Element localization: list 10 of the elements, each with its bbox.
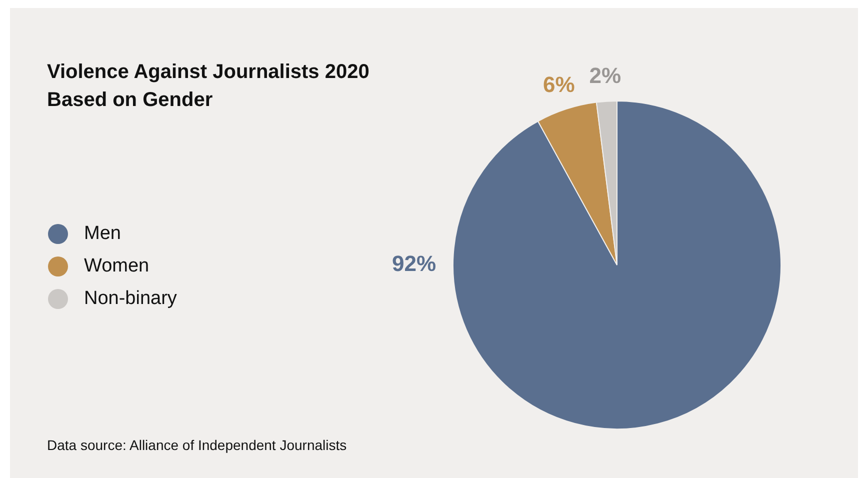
legend-label: Men (84, 223, 121, 244)
legend-label: Women (84, 256, 150, 277)
data-label: 2% (589, 63, 622, 88)
pie-slice (452, 100, 782, 430)
text: Based on Gender (47, 89, 213, 111)
data-label: 92% (392, 250, 436, 276)
source-note: Data source: Alliance of Independent Journalists (47, 437, 347, 453)
chart-title: Violence Against Journalists 2020 (47, 61, 370, 83)
data-label: 6% (543, 72, 575, 98)
legend-label: Non-binary (84, 288, 178, 310)
